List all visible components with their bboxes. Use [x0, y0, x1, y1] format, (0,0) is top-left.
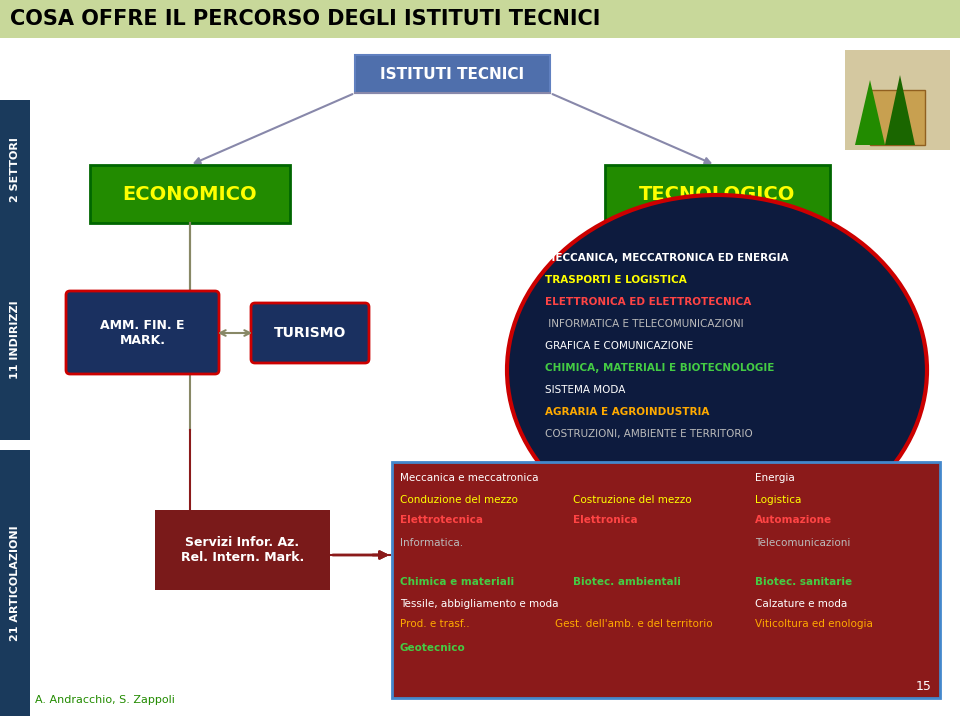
FancyBboxPatch shape — [870, 90, 925, 145]
Text: AGRARIA E AGROINDUSTRIA: AGRARIA E AGROINDUSTRIA — [545, 407, 709, 417]
Text: A. Andracchio, S. Zappoli: A. Andracchio, S. Zappoli — [35, 695, 175, 705]
Text: Costruzione del mezzo: Costruzione del mezzo — [573, 495, 691, 505]
Text: Elettronica: Elettronica — [573, 515, 637, 525]
Text: Calzature e moda: Calzature e moda — [755, 599, 848, 609]
FancyBboxPatch shape — [845, 50, 950, 150]
Text: Tessile, abbigliamento e moda: Tessile, abbigliamento e moda — [400, 599, 559, 609]
Text: AMM. FIN. E
MARK.: AMM. FIN. E MARK. — [100, 319, 184, 347]
Text: Automazione: Automazione — [755, 515, 832, 525]
Text: Biotec. ambientali: Biotec. ambientali — [573, 577, 681, 587]
FancyBboxPatch shape — [0, 450, 30, 716]
Text: GRAFICA E COMUNICAZIONE: GRAFICA E COMUNICAZIONE — [545, 341, 693, 351]
Text: Biotec. sanitarie: Biotec. sanitarie — [755, 577, 852, 587]
Text: Meccanica e meccatronica: Meccanica e meccatronica — [400, 473, 539, 483]
Text: ISTITUTI TECNICI: ISTITUTI TECNICI — [380, 67, 524, 82]
Text: Elettrotecnica: Elettrotecnica — [400, 515, 483, 525]
FancyBboxPatch shape — [90, 165, 290, 223]
Polygon shape — [855, 80, 885, 145]
Text: COSTRUZIONI, AMBIENTE E TERRITORIO: COSTRUZIONI, AMBIENTE E TERRITORIO — [545, 429, 753, 439]
Text: Gest. dell'amb. e del territorio: Gest. dell'amb. e del territorio — [555, 619, 712, 629]
Text: Servizi Infor. Az.
Rel. Intern. Mark.: Servizi Infor. Az. Rel. Intern. Mark. — [180, 536, 304, 564]
Text: ELETTRONICA ED ELETTROTECNICA: ELETTRONICA ED ELETTROTECNICA — [545, 297, 752, 307]
Text: 15: 15 — [916, 679, 932, 692]
Ellipse shape — [507, 195, 927, 545]
FancyBboxPatch shape — [0, 0, 960, 38]
Text: TRASPORTI E LOGISTICA: TRASPORTI E LOGISTICA — [545, 275, 686, 285]
Text: TURISMO: TURISMO — [274, 326, 347, 340]
Text: Viticoltura ed enologia: Viticoltura ed enologia — [755, 619, 873, 629]
FancyBboxPatch shape — [392, 462, 940, 698]
Polygon shape — [885, 75, 915, 145]
Text: INFORMATICA E TELECOMUNICAZIONI: INFORMATICA E TELECOMUNICAZIONI — [545, 319, 744, 329]
Text: MECCANICA, MECCATRONICA ED ENERGIA: MECCANICA, MECCATRONICA ED ENERGIA — [545, 253, 788, 263]
Text: CHIMICA, MATERIALI E BIOTECNOLOGIE: CHIMICA, MATERIALI E BIOTECNOLOGIE — [545, 363, 775, 373]
Text: TECNOLOGICO: TECNOLOGICO — [639, 185, 796, 203]
FancyBboxPatch shape — [0, 100, 30, 240]
FancyBboxPatch shape — [605, 165, 830, 223]
FancyBboxPatch shape — [66, 291, 219, 374]
Text: Conduzione del mezzo: Conduzione del mezzo — [400, 495, 517, 505]
Text: Chimica e materiali: Chimica e materiali — [400, 577, 515, 587]
Text: Geotecnico: Geotecnico — [400, 643, 466, 653]
Text: ECONOMICO: ECONOMICO — [123, 185, 257, 203]
Text: Logistica: Logistica — [755, 495, 802, 505]
Text: SISTEMA MODA: SISTEMA MODA — [545, 385, 625, 395]
Text: Telecomunicazioni: Telecomunicazioni — [755, 538, 851, 548]
Text: COSA OFFRE IL PERCORSO DEGLI ISTITUTI TECNICI: COSA OFFRE IL PERCORSO DEGLI ISTITUTI TE… — [10, 9, 600, 29]
Text: Energia: Energia — [755, 473, 795, 483]
Text: Prod. e trasf..: Prod. e trasf.. — [400, 619, 469, 629]
FancyBboxPatch shape — [155, 510, 330, 590]
FancyBboxPatch shape — [251, 303, 369, 363]
Text: 11 INDIRIZZI: 11 INDIRIZZI — [10, 301, 20, 379]
Text: 2 SETTORI: 2 SETTORI — [10, 137, 20, 203]
Text: Informatica.: Informatica. — [400, 538, 463, 548]
Text: 21 ARTICOLAZIONI: 21 ARTICOLAZIONI — [10, 526, 20, 641]
FancyBboxPatch shape — [0, 240, 30, 440]
FancyBboxPatch shape — [355, 55, 550, 93]
